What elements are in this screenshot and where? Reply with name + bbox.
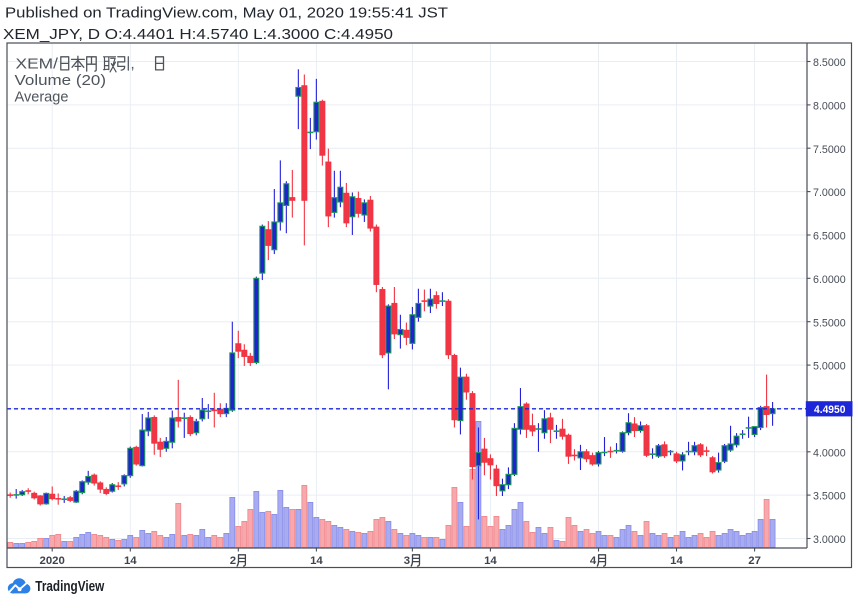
svg-text:6.0000: 6.0000 bbox=[813, 274, 846, 286]
svg-text:4: 4 bbox=[590, 555, 597, 567]
svg-text:14: 14 bbox=[310, 555, 323, 567]
svg-text:27: 27 bbox=[748, 555, 761, 567]
svg-text:8.0000: 8.0000 bbox=[813, 101, 846, 113]
svg-text:3: 3 bbox=[404, 555, 410, 567]
svg-text:14: 14 bbox=[124, 555, 137, 567]
svg-text:3.0000: 3.0000 bbox=[813, 534, 846, 546]
svg-text:TradingView: TradingView bbox=[35, 579, 105, 595]
svg-text:8.5000: 8.5000 bbox=[813, 57, 846, 69]
svg-text:4.4950: 4.4950 bbox=[814, 404, 846, 416]
svg-text:7.0000: 7.0000 bbox=[813, 187, 846, 199]
svg-text:6.5000: 6.5000 bbox=[813, 231, 846, 243]
svg-text:14: 14 bbox=[670, 555, 683, 567]
svg-text:XEM/: XEM/ bbox=[16, 55, 59, 72]
svg-text:7.5000: 7.5000 bbox=[813, 144, 846, 156]
svg-text:4.0000: 4.0000 bbox=[813, 447, 846, 459]
svg-text:5.5000: 5.5000 bbox=[813, 317, 846, 329]
svg-text:,: , bbox=[131, 55, 135, 72]
svg-text:Average: Average bbox=[15, 89, 69, 106]
svg-text:2: 2 bbox=[230, 555, 236, 567]
svg-text:Volume (20): Volume (20) bbox=[15, 72, 107, 89]
svg-text:5.0000: 5.0000 bbox=[813, 361, 846, 373]
svg-text:Published on TradingView.com,: Published on TradingView.com, May 01, 20… bbox=[5, 6, 448, 22]
svg-text:XEM_JPY, D O:4.4401 H:4.5740 L: XEM_JPY, D O:4.4401 H:4.5740 L:4.3000 C:… bbox=[3, 27, 393, 43]
svg-text:14: 14 bbox=[484, 555, 497, 567]
svg-text:2020: 2020 bbox=[40, 555, 65, 567]
svg-text:3.5000: 3.5000 bbox=[813, 491, 846, 503]
